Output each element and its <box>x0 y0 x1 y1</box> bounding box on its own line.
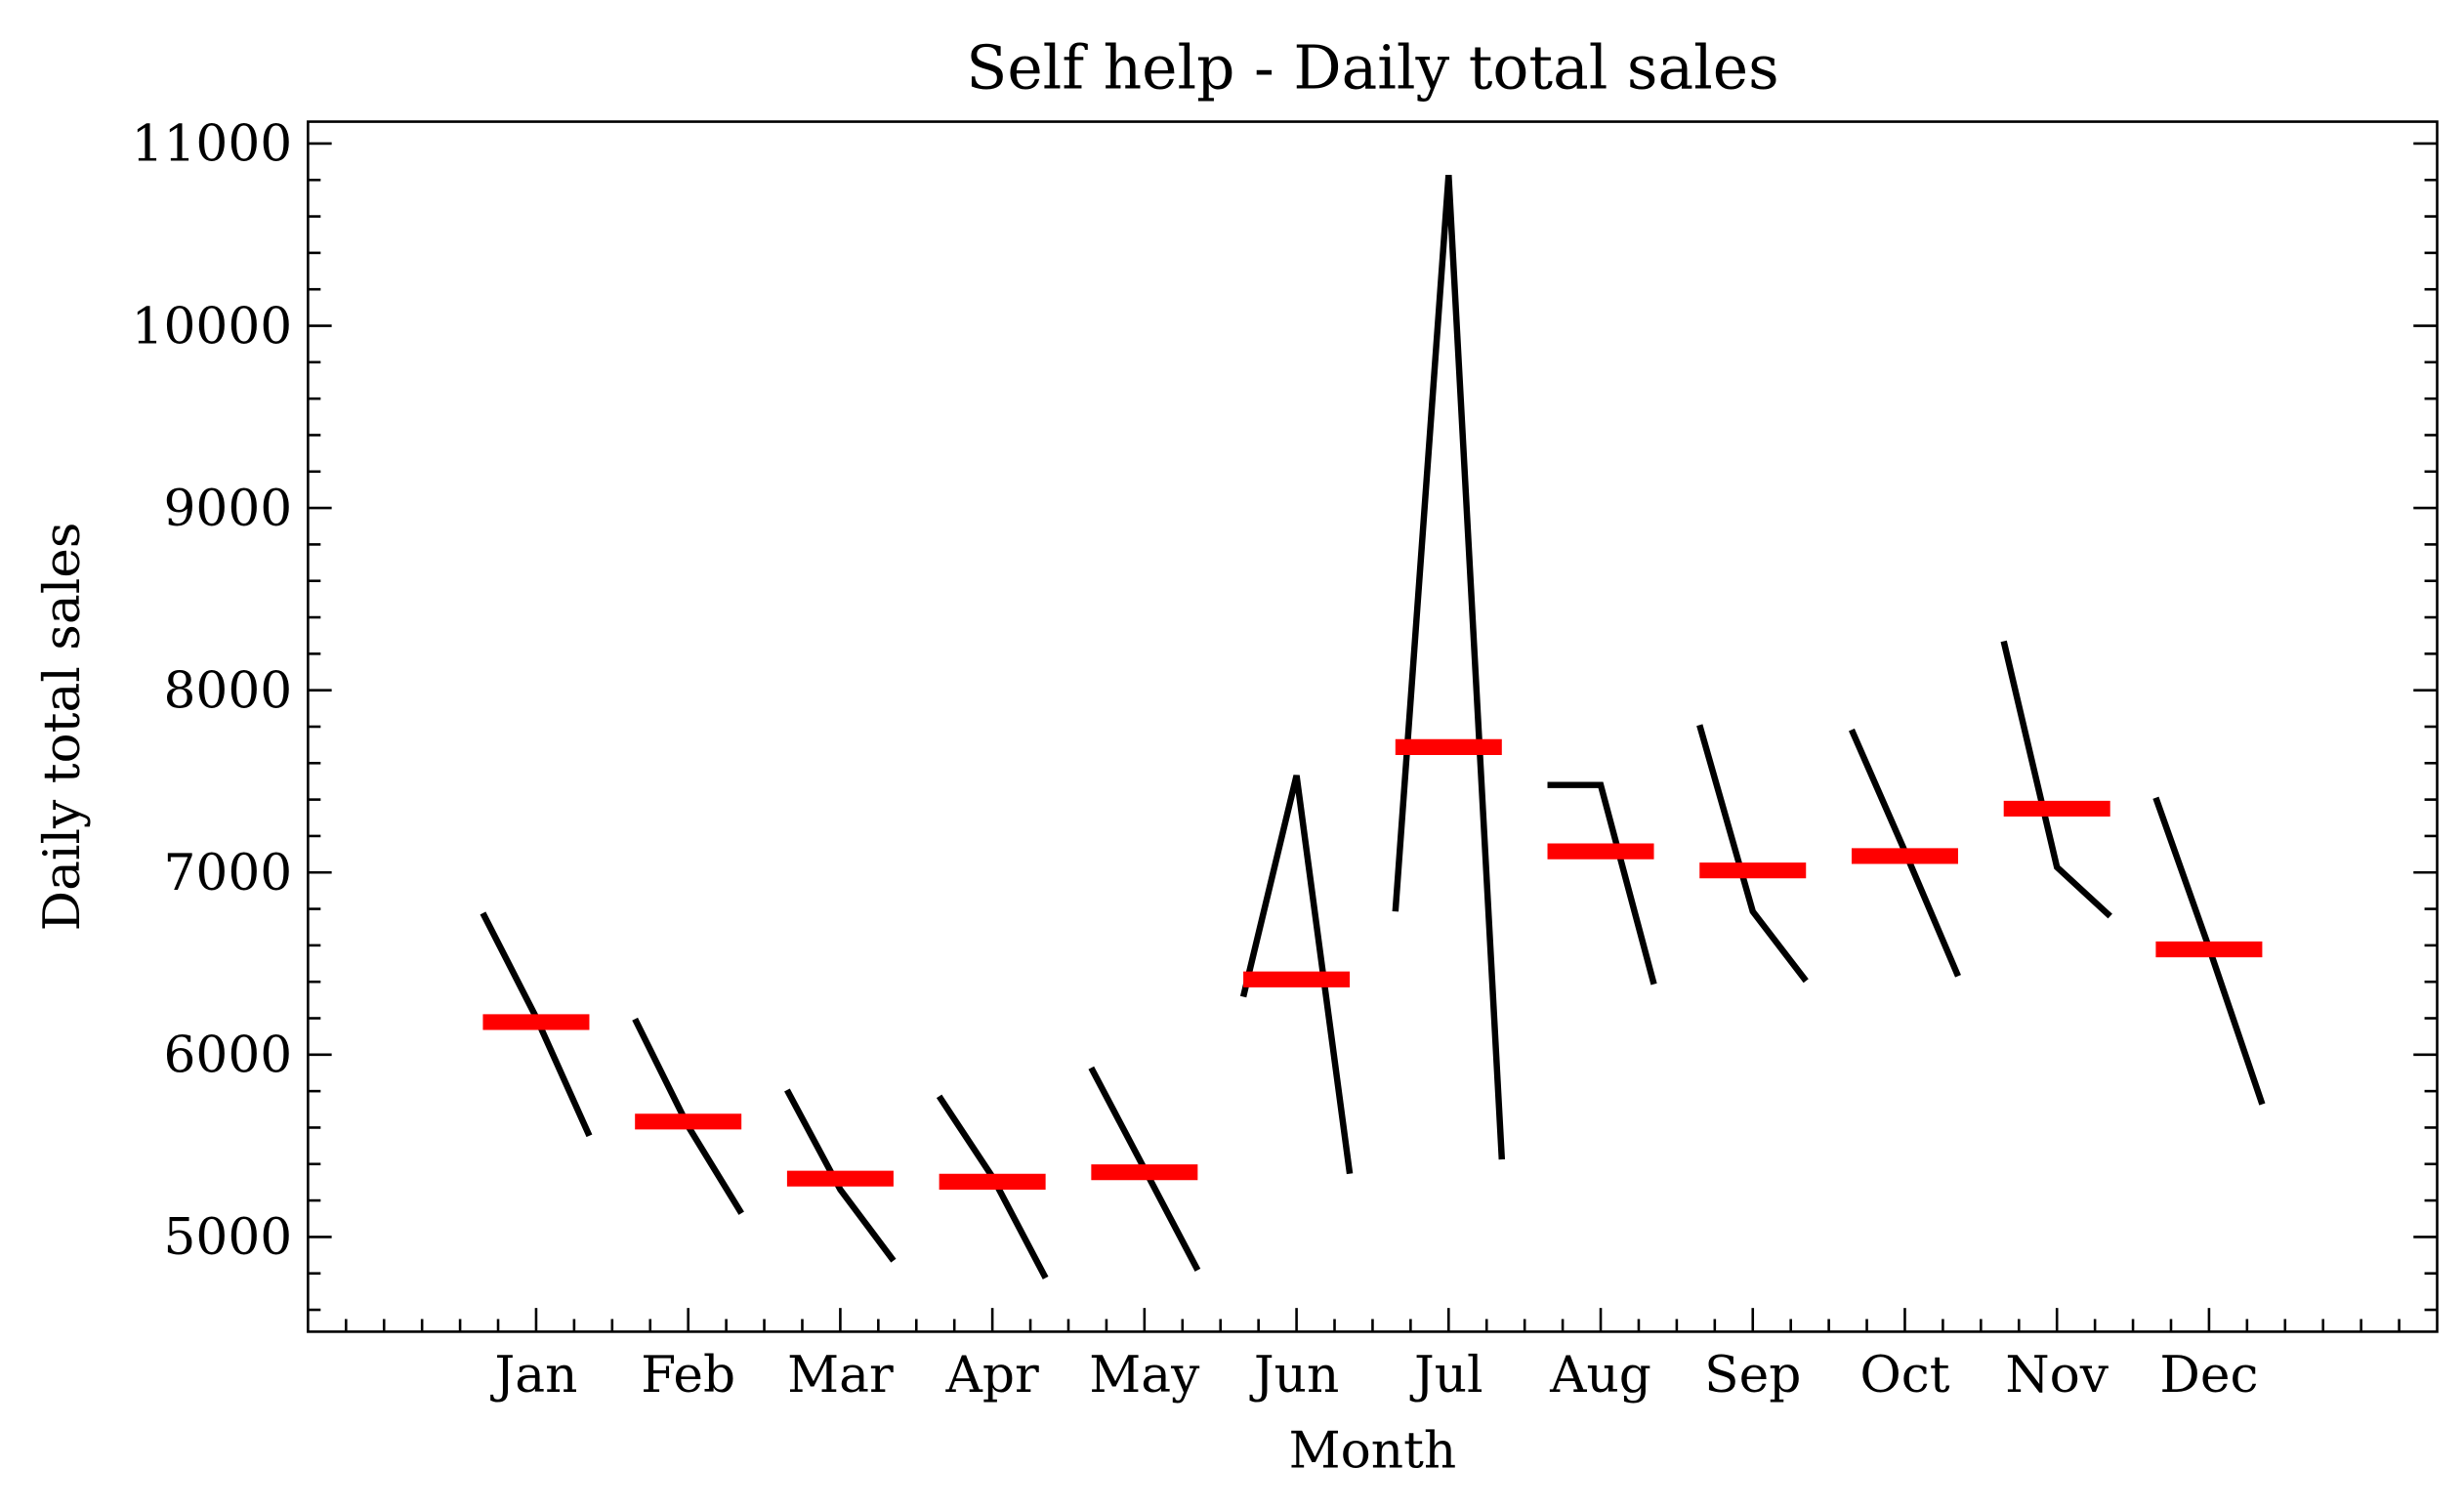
subseries-line <box>1239 775 1354 1175</box>
y-tick-label: 9000 <box>163 480 292 538</box>
x-tick-label: Dec <box>2159 1346 2258 1405</box>
x-tick-label: Sep <box>1704 1346 1801 1405</box>
subseries-line <box>1392 174 1506 1160</box>
chart-title: Self help - Daily total sales <box>966 34 1778 104</box>
x-tick-label: Nov <box>2005 1346 2109 1405</box>
x-tick-label: Jan <box>489 1346 577 1405</box>
x-tick-label: Oct <box>1859 1346 1949 1405</box>
x-tick-label: Aug <box>1549 1346 1651 1405</box>
x-tick-label: May <box>1089 1346 1200 1405</box>
y-tick-label: 8000 <box>163 661 292 720</box>
subseries-line <box>2000 640 2112 919</box>
y-tick-label: 11000 <box>132 115 293 174</box>
y-tick-label: 5000 <box>163 1208 292 1267</box>
x-tick-label: Jul <box>1409 1346 1483 1405</box>
subseries-line <box>784 1088 897 1263</box>
y-axis-label: Daily total sales <box>33 523 92 932</box>
y-tick-label: 7000 <box>163 844 292 902</box>
y-tick-label: 6000 <box>163 1027 292 1085</box>
y-tick-label: 10000 <box>132 297 293 356</box>
x-tick-label: Jun <box>1249 1346 1339 1405</box>
subseries-line <box>1696 724 1809 984</box>
x-tick-label: Apr <box>945 1346 1039 1405</box>
x-axis-label: Month <box>1289 1422 1457 1481</box>
subseries-line <box>1547 781 1657 986</box>
x-tick-label: Feb <box>641 1346 735 1405</box>
x-tick-label: Mar <box>787 1346 894 1405</box>
